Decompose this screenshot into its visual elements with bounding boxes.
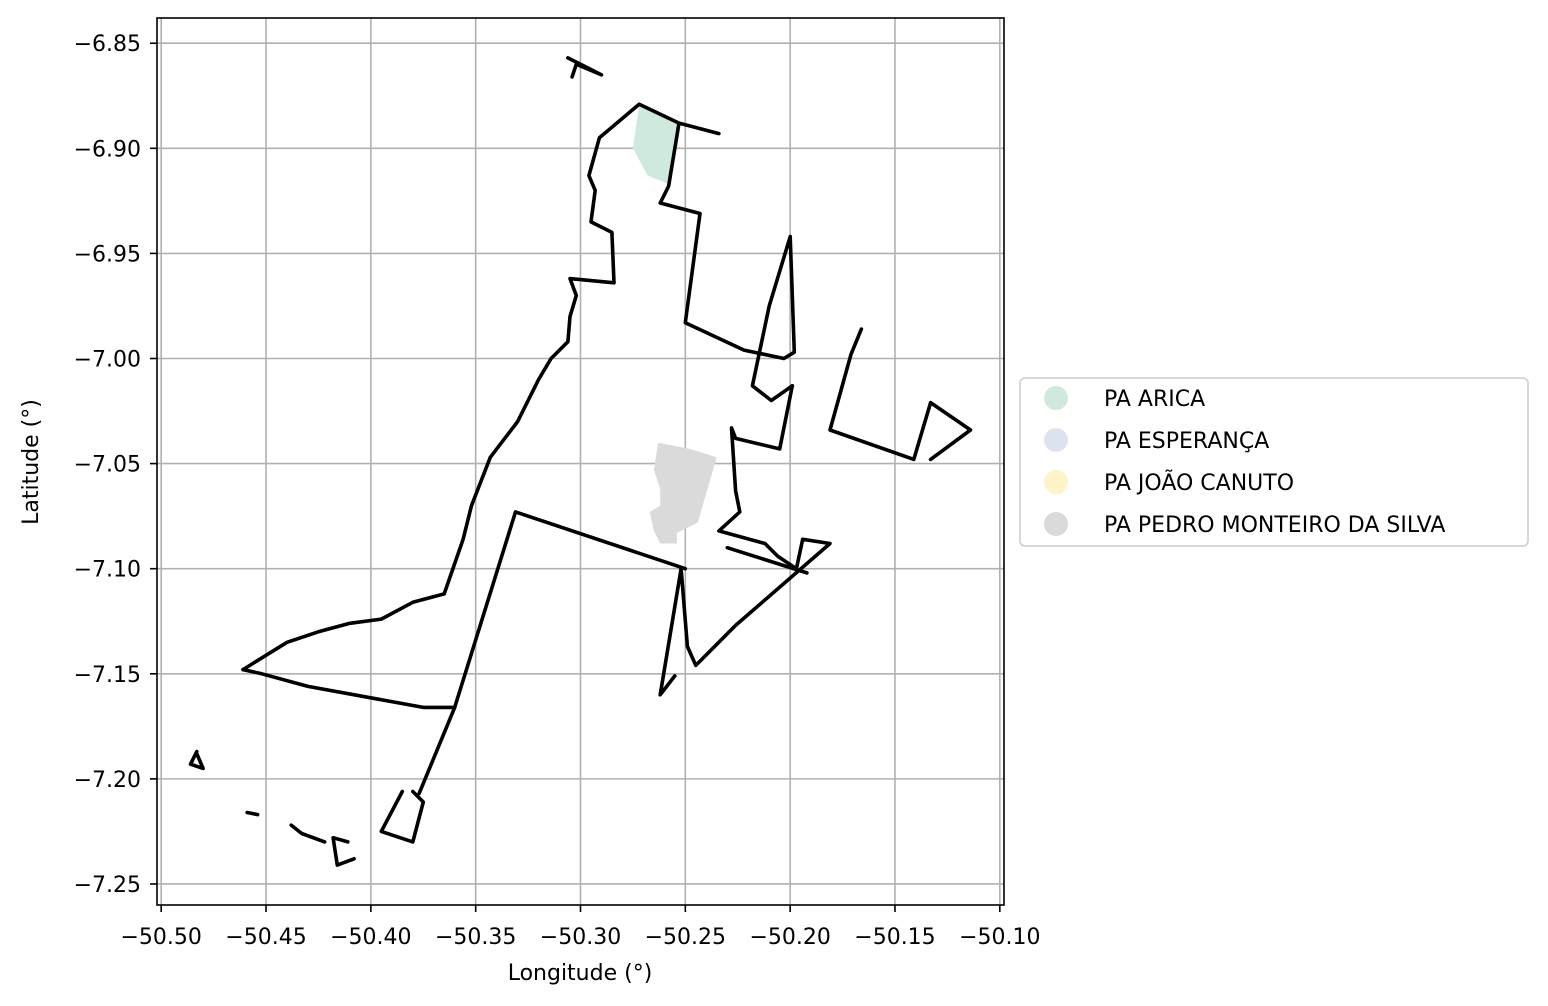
legend-marker	[1044, 386, 1068, 410]
legend-marker	[1044, 428, 1068, 452]
x-tick-label: −50.45	[225, 925, 306, 950]
boundary-line	[828, 327, 973, 462]
legend-label: PA PEDRO MONTEIRO DA SILVA	[1104, 513, 1445, 538]
boundary-line	[245, 810, 260, 817]
x-tick-label: −50.50	[120, 925, 201, 950]
filled-areas	[632, 104, 717, 544]
y-axis-ticks: −6.85 −6.90 −6.95 −7.00 −7.05 −7.10 −7.15 −7.20…	[74, 32, 157, 898]
legend-label: PA JOÃO CANUTO	[1104, 469, 1294, 496]
x-tick-label: −50.30	[540, 925, 621, 950]
legend-label: PA ARICA	[1104, 387, 1205, 412]
x-tick-label: −50.40	[330, 925, 411, 950]
x-tick-label: −50.35	[435, 925, 516, 950]
y-tick-label: −6.90	[74, 137, 141, 162]
boundary-line	[241, 667, 457, 710]
boundary-line	[241, 102, 721, 672]
x-axis-ticks: −50.50 −50.45 −50.40 −50.35 −50.30 −50.25 −50.…	[120, 905, 1041, 950]
y-tick-label: −6.85	[74, 32, 141, 57]
x-tick-label: −50.20	[749, 925, 830, 950]
boundary-line	[417, 510, 688, 796]
x-axis-label: Longitude (°)	[508, 961, 653, 986]
x-tick-label: −50.15	[854, 925, 935, 950]
x-tick-label: −50.10	[959, 925, 1040, 950]
x-tick-label: −50.25	[645, 925, 726, 950]
boundary-line	[188, 749, 205, 771]
y-tick-label: −7.25	[74, 873, 141, 898]
y-axis-label: Latitude (°)	[19, 399, 44, 525]
boundary-line	[379, 789, 426, 844]
y-tick-label: −7.20	[74, 768, 141, 793]
y-tick-label: −6.95	[74, 242, 141, 267]
legend-label: PA ESPERANÇA	[1104, 429, 1269, 454]
y-tick-label: −7.10	[74, 558, 141, 583]
plot-area	[156, 17, 1005, 906]
area-pa-arica	[632, 104, 679, 184]
legend: PA ARICA PA ESPERANÇA PA JOÃO CANUTO PA PED…	[1019, 377, 1529, 547]
boundary-line	[566, 56, 604, 79]
boundary-line	[658, 121, 797, 403]
y-tick-label: −7.05	[74, 453, 141, 478]
boundary-line	[289, 823, 327, 844]
boundary-line	[725, 545, 809, 575]
area-pa-pedro-monteiro-da-silva	[649, 442, 717, 544]
grid-lines	[157, 18, 1004, 905]
legend-marker	[1044, 470, 1068, 494]
legend-frame	[1019, 377, 1529, 547]
boundary-line	[658, 383, 832, 697]
boundary-line	[331, 835, 356, 867]
boundary-outlines	[188, 56, 973, 867]
y-tick-label: −7.00	[74, 348, 141, 373]
legend-marker	[1044, 512, 1068, 536]
y-tick-label: −7.15	[74, 663, 141, 688]
